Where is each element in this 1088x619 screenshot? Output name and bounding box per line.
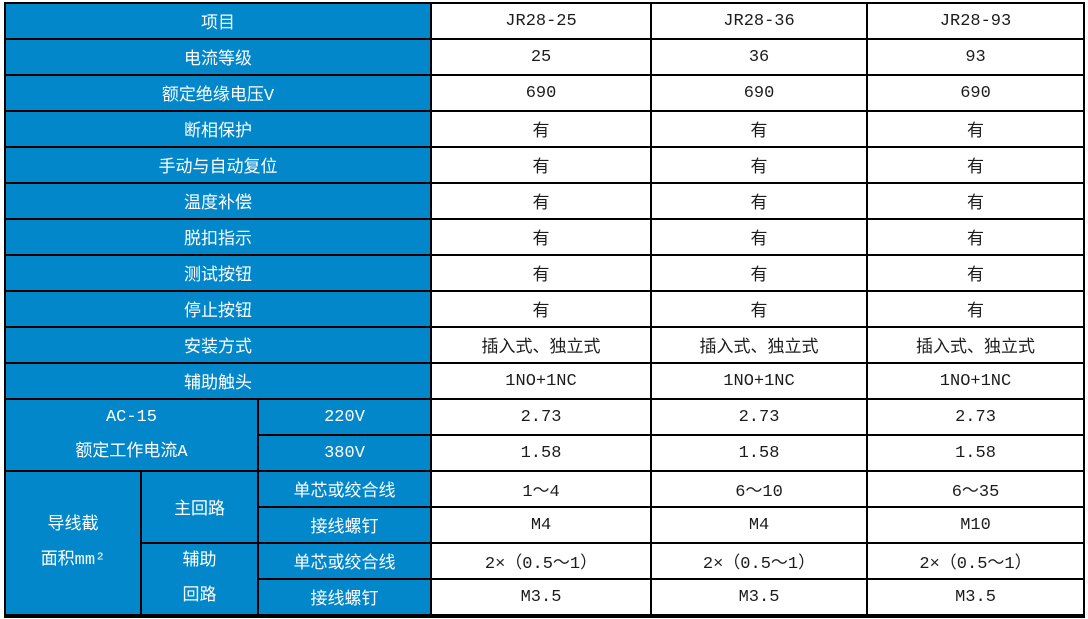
value-cell: 有 — [650, 254, 869, 292]
value-cell: 有 — [866, 182, 1086, 220]
value-cell: 690 — [650, 74, 869, 112]
row-label-cell: 脱扣指示 — [3, 218, 433, 256]
value-cell: 有 — [430, 146, 653, 184]
table-row: 温度补偿有有有 — [3, 182, 1086, 220]
value-cell: M3.5 — [866, 578, 1086, 617]
value-cell: 有 — [430, 254, 653, 292]
table-row: 脱扣指示有有有 — [3, 218, 1086, 256]
value-cell: 36 — [650, 38, 869, 76]
value-cell: M10 — [866, 506, 1086, 544]
table-row: 接线螺钉 M3.5 M3.5 M3.5 — [5, 578, 1086, 617]
value-cell: 有 — [430, 290, 653, 328]
value-cell: 1NO+1NC — [866, 362, 1086, 400]
value-cell: 6～10 — [650, 470, 869, 508]
row-label-cell: 停止按钮 — [3, 290, 433, 328]
value-cell: 有 — [430, 218, 653, 256]
value-cell: 690 — [866, 74, 1086, 112]
table-row: 电流等级 25 36 93 — [3, 38, 1086, 76]
row-label-cell: 安装方式 — [3, 326, 433, 364]
item-header-cell: 项目 — [3, 2, 433, 40]
value-cell: 插入式、独立式 — [866, 326, 1086, 364]
sub-label-cell: 380V — [256, 434, 433, 472]
table-row: 测试按钮有有有 — [3, 254, 1086, 292]
row-label-cell: 额定绝缘电压V — [3, 74, 433, 112]
table-row: 手动与自动复位有有有 — [3, 146, 1086, 184]
table-row: 380V 1.58 1.58 1.58 — [5, 434, 1086, 472]
sub-label-cell: 220V — [256, 398, 433, 436]
sub-label-cell: 主回路 — [140, 470, 259, 544]
sub-label-cell: 单芯或绞合线 — [256, 470, 433, 508]
value-cell: 有 — [866, 110, 1086, 148]
value-cell: 有 — [650, 218, 869, 256]
value-cell: 2.73 — [866, 398, 1086, 436]
value-cell: 1～4 — [430, 470, 653, 508]
table-row: 项目 JR28-25 JR28-36 JR28-93 — [3, 2, 1086, 40]
row-label-cell: 温度补偿 — [3, 182, 433, 220]
model-header-cell: JR28-36 — [650, 2, 869, 40]
value-cell: 2.73 — [430, 398, 653, 436]
group-label-cell: AC-15 额定工作电流A — [4, 398, 259, 472]
table-row: 辅助 回路 单芯或绞合线 2×（0.5～1） 2×（0.5～1） 2×（0.5～1） — [5, 542, 1086, 617]
value-cell: 2×（0.5～1） — [866, 542, 1086, 580]
sub-label-cell: 接线螺钉 — [256, 506, 433, 544]
value-cell: M3.5 — [650, 578, 869, 617]
value-cell: 6～35 — [866, 470, 1086, 508]
value-cell: 有 — [866, 290, 1086, 328]
value-cell: 插入式、独立式 — [430, 326, 653, 364]
row-label-cell: 断相保护 — [3, 110, 433, 148]
value-cell: 有 — [866, 218, 1086, 256]
value-cell: 2.73 — [650, 398, 869, 436]
spec-table: 项目 JR28-25 JR28-36 JR28-93 电流等级 25 36 93 额定绝缘电压V… — [3, 2, 1086, 618]
row-label-cell: 手动与自动复位 — [3, 146, 433, 184]
value-cell: M4 — [430, 506, 653, 544]
value-cell: 1NO+1NC — [430, 362, 653, 400]
value-cell: M3.5 — [430, 578, 653, 617]
value-cell: 有 — [866, 146, 1086, 184]
model-header-cell: JR28-25 — [430, 2, 653, 40]
value-cell: 有 — [650, 146, 869, 184]
value-cell: 有 — [650, 290, 869, 328]
table-row: 接线螺钉 M4 M4 M10 — [5, 506, 1086, 544]
value-cell: 有 — [650, 110, 869, 148]
model-header-cell: JR28-93 — [866, 2, 1086, 40]
value-cell: 1.58 — [866, 434, 1086, 472]
group-label-cell: 导线截 面积mm² — [4, 470, 142, 617]
value-cell: 2×（0.5～1） — [650, 542, 869, 580]
value-cell: 有 — [430, 110, 653, 148]
table-row: 导线截 面积mm² 主回路 单芯或绞合线 1～4 6～10 6～35 — [4, 470, 1086, 617]
value-cell: 1NO+1NC — [650, 362, 869, 400]
value-cell: M4 — [650, 506, 869, 544]
value-cell: 1.58 — [650, 434, 869, 472]
value-cell: 690 — [430, 74, 653, 112]
sub-label-cell: 单芯或绞合线 — [256, 542, 433, 580]
value-cell: 2×（0.5～1） — [430, 542, 653, 580]
value-cell: 有 — [430, 182, 653, 220]
spec-table-body: 项目 JR28-25 JR28-36 JR28-93 电流等级 25 36 93 额定绝缘电压V… — [3, 2, 1086, 617]
row-label-cell: 电流等级 — [3, 38, 433, 76]
value-cell: 有 — [650, 182, 869, 220]
value-cell: 25 — [430, 38, 653, 76]
value-cell: 93 — [866, 38, 1086, 76]
table-row: 断相保护有有有 — [3, 110, 1086, 148]
sub-label-cell: 辅助 回路 — [140, 542, 259, 617]
table-row: AC-15 额定工作电流A 220V 2.73 2.73 2.73 — [4, 398, 1086, 472]
value-cell: 有 — [866, 254, 1086, 292]
row-label-cell: 辅助触头 — [3, 362, 433, 400]
table-row: 辅助触头 1NO+1NC 1NO+1NC 1NO+1NC — [3, 362, 1086, 400]
sub-label-cell: 接线螺钉 — [256, 578, 433, 617]
value-cell: 1.58 — [430, 434, 653, 472]
table-row: 停止按钮有有有 — [3, 290, 1086, 328]
table-row: 额定绝缘电压V 690 690 690 — [3, 74, 1086, 112]
table-row: 安装方式 插入式、独立式 插入式、独立式 插入式、独立式 — [3, 326, 1086, 364]
row-label-cell: 测试按钮 — [3, 254, 433, 292]
value-cell: 插入式、独立式 — [650, 326, 869, 364]
